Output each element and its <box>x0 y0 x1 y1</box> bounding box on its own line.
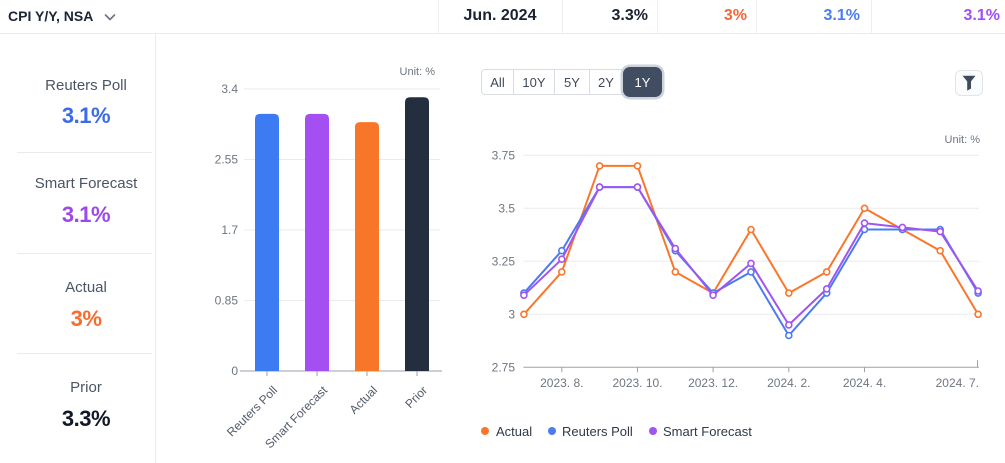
svg-text:Actual: Actual <box>347 383 380 416</box>
svg-text:Unit: %: Unit: % <box>945 134 981 146</box>
svg-text:0: 0 <box>231 364 238 378</box>
svg-text:3.25: 3.25 <box>492 255 516 269</box>
svg-text:3.4: 3.4 <box>221 82 238 96</box>
svg-text:3: 3 <box>508 308 515 322</box>
svg-text:2024. 4.: 2024. 4. <box>843 376 886 390</box>
svg-text:2023. 8.: 2023. 8. <box>540 376 583 390</box>
svg-text:2023. 12.: 2023. 12. <box>688 376 738 390</box>
svg-text:3.75: 3.75 <box>492 149 516 163</box>
svg-text:Unit: %: Unit: % <box>400 66 436 78</box>
svg-text:2.75: 2.75 <box>492 361 516 375</box>
svg-text:2023. 10.: 2023. 10. <box>612 376 662 390</box>
svg-text:2024. 7.: 2024. 7. <box>936 376 979 390</box>
svg-text:0.85: 0.85 <box>215 294 239 308</box>
svg-text:2024. 2.: 2024. 2. <box>767 376 810 390</box>
svg-text:1.7: 1.7 <box>221 223 238 237</box>
svg-text:3.5: 3.5 <box>498 202 515 216</box>
svg-text:2.55: 2.55 <box>215 153 239 167</box>
svg-text:Prior: Prior <box>402 383 430 411</box>
